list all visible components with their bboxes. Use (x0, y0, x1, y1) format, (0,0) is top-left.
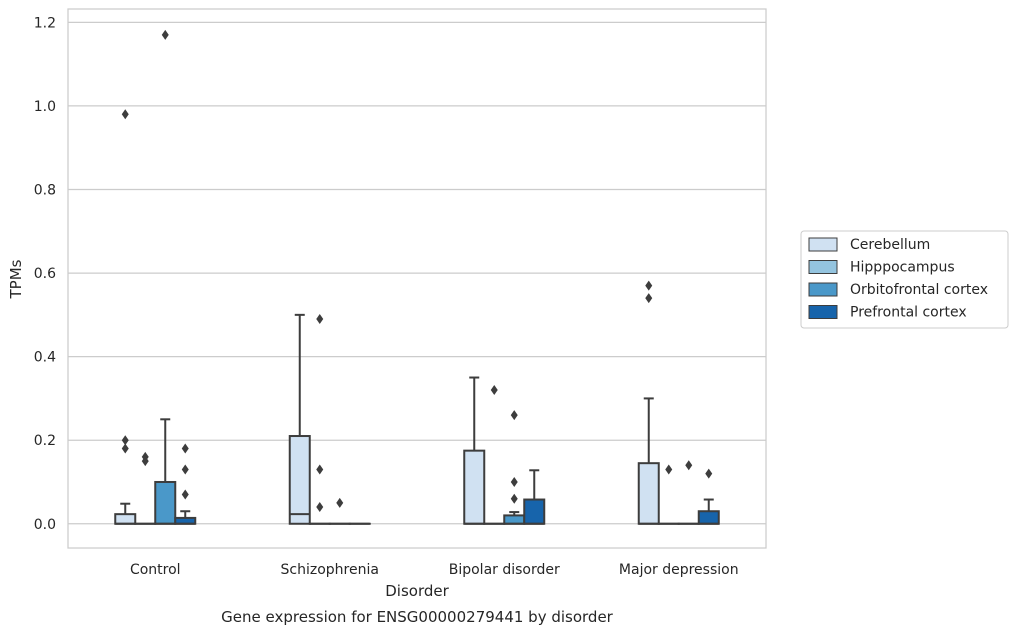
box (174, 443, 197, 525)
legend-swatch (808, 237, 838, 252)
legend-label: Prefrontal cortex (850, 305, 967, 321)
x-tick-label: Bipolar disorder (449, 562, 560, 578)
outlier-point (645, 280, 653, 291)
legend-swatch (808, 282, 838, 297)
y-tick-label: 1.0 (34, 99, 56, 115)
box-body (463, 449, 486, 525)
outlier-point (705, 468, 713, 479)
legend-swatch (808, 305, 838, 319)
outlier-point (141, 456, 149, 467)
outlier-point (510, 493, 518, 504)
plot-frame (67, 8, 767, 549)
legend-label: Cerebellum (850, 237, 930, 253)
legend-label: Hipppocampus (850, 260, 955, 276)
outlier-point (316, 314, 324, 325)
y-tick-label: 0.2 (34, 433, 56, 449)
box (328, 497, 351, 525)
outlier-point (181, 464, 189, 475)
outlier-point (685, 460, 693, 471)
outlier-point (121, 443, 129, 454)
y-axis: 0.0 0.2 0.4 0.6 0.8 1.0 1.2 (34, 15, 56, 532)
box (288, 313, 311, 525)
box-body (288, 435, 311, 525)
box (154, 29, 177, 525)
outlier-point (336, 497, 344, 508)
outlier-point (510, 476, 518, 487)
outlier-point (121, 109, 129, 120)
x-tick-label: Schizophrenia (281, 562, 379, 578)
box (463, 376, 486, 525)
outlier-point (181, 489, 189, 500)
outlier-point (181, 443, 189, 454)
box (114, 109, 137, 525)
box (483, 385, 506, 525)
x-axis: Control Schizophrenia Bipolar disorder Majo… (130, 562, 739, 578)
box (523, 469, 546, 525)
box-body (637, 462, 660, 525)
box-body (154, 480, 177, 525)
box (134, 451, 157, 525)
box (308, 314, 331, 525)
box (677, 460, 700, 525)
outlier-point (665, 464, 673, 475)
outlier-point (121, 435, 129, 446)
box (697, 468, 720, 525)
legend-frame (800, 230, 1009, 329)
box-body (523, 498, 546, 525)
outlier-point (490, 385, 498, 396)
y-tick-label: 0.0 (34, 517, 56, 533)
legend-swatch (808, 260, 838, 274)
outlier-point (316, 502, 324, 513)
box (503, 410, 526, 525)
outlier-point (645, 293, 653, 304)
y-tick-label: 0.6 (34, 266, 56, 282)
outlier-point (510, 410, 518, 421)
legend: Cerebellum Hipppocampus Orbitofrontal cort… (800, 230, 1009, 329)
box (637, 280, 660, 525)
outlier-point (161, 29, 169, 40)
x-tick-label: Control (130, 562, 181, 578)
y-tick-label: 0.4 (34, 350, 56, 366)
y-tick-label: 0.8 (34, 183, 56, 199)
x-axis-label: Disorder (385, 582, 449, 600)
y-axis-label: TPMs (7, 259, 25, 299)
box-body (503, 514, 526, 525)
y-tick-label: 1.2 (34, 15, 56, 31)
outlier-point (316, 464, 324, 475)
box-body (697, 510, 720, 525)
chart-title: Gene expression for ENSG00000279441 by d… (221, 608, 614, 626)
x-tick-label: Major depression (619, 562, 739, 578)
legend-label: Orbitofrontal cortex (850, 282, 988, 298)
plot-marks (114, 29, 720, 525)
grid-lines (68, 21, 766, 525)
box (657, 464, 680, 525)
box-body (114, 513, 137, 525)
